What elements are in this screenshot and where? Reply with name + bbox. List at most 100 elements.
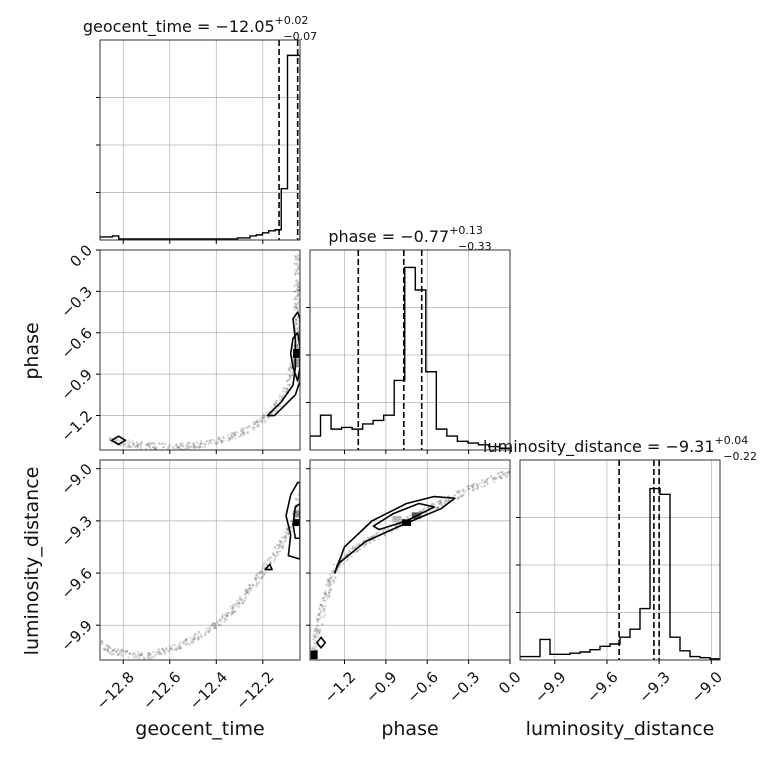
scatter-point — [150, 656, 153, 659]
scatter-point — [229, 605, 232, 608]
scatter-point — [273, 559, 276, 563]
scatter-point — [167, 650, 170, 653]
scatter-point — [319, 630, 322, 633]
scatter-point — [160, 442, 164, 445]
scatter-point — [327, 579, 330, 582]
scatter-point — [312, 647, 315, 650]
scatter-point — [227, 433, 230, 437]
scatter-point — [139, 447, 143, 450]
panel-frame — [99, 459, 301, 661]
scatter-point — [164, 443, 167, 446]
scatter-point — [507, 470, 510, 473]
scatter-point — [381, 529, 385, 533]
scatter-point — [140, 443, 143, 446]
scatter-point — [321, 623, 324, 626]
scatter-point — [456, 490, 460, 494]
scatter-point — [287, 532, 290, 536]
scatter-point — [396, 527, 399, 530]
scatter-point — [153, 442, 156, 446]
scatter-point — [253, 584, 256, 587]
scatter-point — [198, 443, 201, 447]
scatter-point — [242, 428, 245, 432]
scatter-point — [185, 637, 188, 641]
scatter-point — [265, 411, 269, 414]
scatter-point — [242, 431, 245, 434]
scatter-point — [221, 436, 225, 439]
scatter-point — [317, 613, 320, 616]
scatter-point — [329, 588, 333, 592]
scatter-point — [127, 443, 131, 447]
scatter-point — [296, 291, 299, 295]
scatter-point — [456, 491, 459, 495]
scatter-point — [358, 548, 361, 551]
scatter-point — [275, 399, 278, 402]
scatter-point — [152, 656, 155, 659]
scatter-point — [270, 412, 273, 415]
scatter-point — [233, 433, 236, 436]
scatter-point — [194, 441, 197, 444]
scatter-point — [148, 445, 151, 449]
scatter-point — [371, 534, 374, 538]
scatter-point — [296, 280, 300, 283]
scatter-point — [295, 268, 299, 271]
scatter-point — [128, 441, 131, 444]
scatter-point — [213, 622, 216, 625]
scatter-point — [190, 639, 194, 642]
scatter-point — [255, 419, 259, 422]
scatter-point — [293, 262, 296, 265]
scatter-point — [462, 493, 465, 497]
contour-line — [372, 502, 435, 531]
scatter-point — [173, 648, 176, 651]
scatter-point — [484, 481, 487, 484]
scatter-point — [295, 306, 298, 309]
scatter-point — [284, 387, 288, 391]
scatter-point — [205, 440, 208, 443]
scatter-point — [496, 472, 500, 475]
scatter-point — [225, 614, 228, 617]
scatter-point — [235, 431, 239, 434]
scatter-point — [221, 617, 224, 620]
scatter-point — [127, 445, 131, 448]
scatter-point — [318, 612, 321, 615]
scatter-point — [220, 620, 223, 623]
scatter-point — [279, 404, 282, 408]
scatter-point — [227, 439, 230, 442]
scatter-point — [188, 444, 191, 447]
scatter-point — [261, 571, 264, 574]
scatter-point — [319, 610, 322, 614]
scatter-point — [280, 545, 283, 548]
scatter-point — [289, 374, 292, 377]
scatter-point — [313, 629, 316, 633]
scatter-point — [128, 653, 131, 656]
scatter-point — [337, 564, 341, 568]
panel-content — [310, 250, 510, 450]
scatter-point — [139, 444, 142, 447]
scatter-point — [368, 541, 372, 544]
scatter-point — [231, 609, 234, 612]
scatter-point — [180, 443, 183, 447]
scatter-point — [452, 494, 456, 497]
scatter-point — [438, 499, 441, 503]
scatter-point — [144, 447, 148, 450]
scatter-point — [296, 345, 299, 348]
contour-line — [264, 563, 273, 571]
panel-frame — [519, 459, 721, 661]
scatter-point — [197, 637, 201, 640]
scatter-point — [254, 577, 257, 580]
scatter-point — [267, 558, 270, 561]
scatter-point — [209, 625, 212, 628]
scatter-point — [262, 416, 266, 420]
scatter-point — [457, 496, 461, 499]
scatter-point — [295, 279, 298, 282]
scatter-point — [314, 635, 317, 638]
scatter-point — [332, 570, 335, 573]
scatter-point — [273, 557, 277, 561]
scatter-point — [118, 651, 122, 654]
scatter-point — [297, 289, 300, 292]
scatter-point — [165, 646, 168, 649]
scatter-point — [193, 445, 196, 448]
scatter-point — [233, 610, 236, 613]
scatter-point — [288, 383, 291, 387]
scatter-point — [204, 443, 207, 446]
x-tick-label: −0.3 — [445, 668, 483, 706]
